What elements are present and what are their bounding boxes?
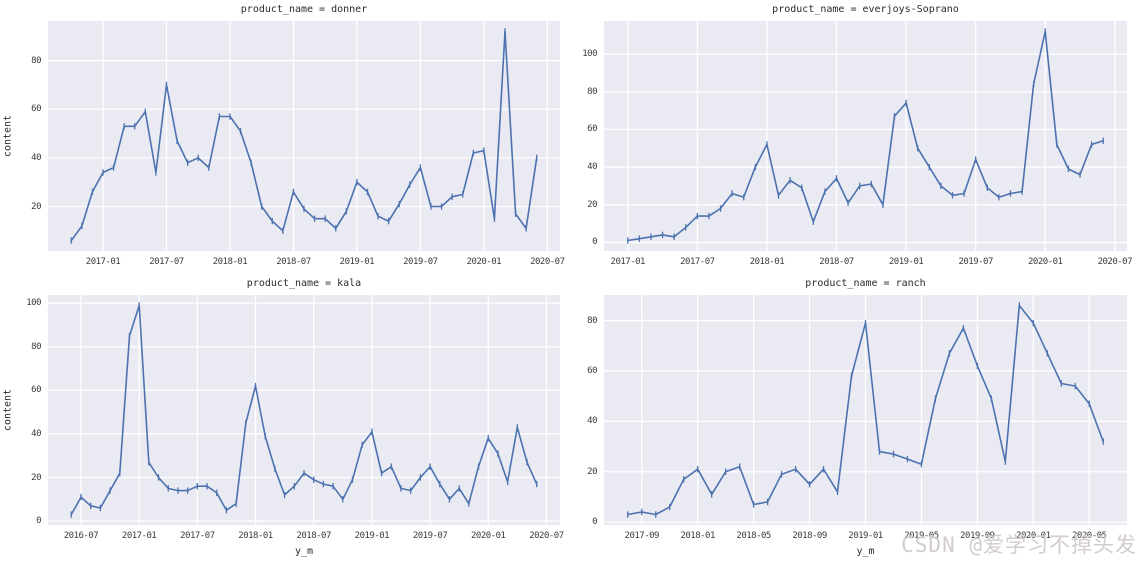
y-tick-label: 60 bbox=[31, 104, 41, 115]
y-tick-label: 80 bbox=[587, 86, 597, 97]
x-tick-label: 2019-07 bbox=[403, 257, 438, 267]
x-tick-label: 2018-01 bbox=[212, 257, 248, 267]
x-tick-label: 2019-07 bbox=[958, 257, 993, 267]
chart-svg-donner bbox=[48, 21, 560, 251]
chart-svg-everjoys-Soprano bbox=[604, 21, 1127, 251]
x-tick-label: 2020-01 bbox=[1016, 531, 1051, 541]
x-tick-label: 2016-07 bbox=[63, 531, 99, 541]
x-tick-label: 2020-01 bbox=[1028, 257, 1063, 267]
data-line-everjoys-Soprano bbox=[626, 30, 1105, 242]
x-tick-label: 2020-07 bbox=[529, 531, 564, 541]
y-axis-label-top: content bbox=[2, 114, 14, 158]
y-tick-label: 100 bbox=[26, 298, 41, 309]
x-tick-label: 2020-05 bbox=[1072, 531, 1107, 541]
y-tick-label: 20 bbox=[31, 201, 41, 212]
x-tick-label: 2019-07 bbox=[412, 531, 448, 541]
y-tick-label: 20 bbox=[587, 466, 597, 477]
x-tick-label: 2019-09 bbox=[960, 531, 995, 541]
x-tick-label: 2017-09 bbox=[624, 531, 660, 541]
plot-area-donner bbox=[48, 21, 560, 251]
x-axis-label-bottom-right: y_m bbox=[856, 546, 875, 557]
subplot-title-kala: product_name = kala bbox=[246, 278, 362, 289]
y-tick-label: 0 bbox=[592, 237, 597, 248]
y-tick-label: 60 bbox=[587, 365, 597, 376]
x-tick-label: 2018-09 bbox=[792, 531, 827, 541]
y-tick-label: 80 bbox=[31, 55, 41, 66]
x-tick-label: 2019-05 bbox=[904, 531, 939, 541]
x-tick-label: 2018-01 bbox=[680, 531, 715, 541]
x-tick-label: 2020-07 bbox=[1097, 257, 1133, 267]
chart-svg-ranch bbox=[604, 295, 1127, 525]
x-tick-label: 2019-01 bbox=[888, 257, 924, 267]
y-tick-label: 0 bbox=[36, 516, 41, 527]
subplot-title-donner: product_name = donner bbox=[240, 4, 368, 15]
y-tick-label: 100 bbox=[582, 49, 597, 60]
x-tick-label: 2018-01 bbox=[749, 257, 785, 267]
x-tick-label: 2018-07 bbox=[296, 531, 331, 541]
x-tick-label: 2017-01 bbox=[85, 257, 121, 267]
y-tick-label: 60 bbox=[587, 124, 597, 135]
x-tick-label: 2019-01 bbox=[339, 257, 375, 267]
x-tick-label: 2017-07 bbox=[149, 257, 184, 267]
y-tick-label: 40 bbox=[587, 162, 597, 173]
x-tick-label: 2017-01 bbox=[121, 531, 157, 541]
plot-area-kala bbox=[48, 295, 560, 525]
x-tick-label: 2019-01 bbox=[354, 531, 390, 541]
x-tick-label: 2018-01 bbox=[238, 531, 273, 541]
y-tick-label: 40 bbox=[587, 416, 597, 427]
y-tick-label: 20 bbox=[587, 199, 597, 210]
x-tick-label: 2019-01 bbox=[848, 531, 883, 541]
watermark: CSDN @爱学习不掉头发 bbox=[901, 533, 1137, 557]
y-tick-label: 60 bbox=[31, 385, 41, 396]
x-tick-label: 2018-07 bbox=[819, 257, 854, 267]
x-tick-label: 2017-01 bbox=[610, 257, 646, 267]
x-tick-label: 2020-01 bbox=[471, 531, 506, 541]
subplot-title-ranch: product_name = ranch bbox=[805, 278, 926, 289]
y-tick-label: 40 bbox=[31, 152, 41, 163]
y-tick-label: 40 bbox=[31, 428, 41, 439]
x-tick-label: 2018-05 bbox=[736, 531, 771, 541]
x-tick-label: 2017-07 bbox=[180, 531, 215, 541]
x-axis-label-bottom-left: y_m bbox=[294, 546, 314, 557]
y-tick-label: 80 bbox=[587, 315, 597, 326]
x-tick-label: 2018-07 bbox=[276, 257, 311, 267]
subplot-title-everjoys-soprano: product_name = everjoys-Soprano bbox=[772, 4, 959, 15]
x-tick-label: 2020-07 bbox=[530, 257, 565, 267]
y-tick-label: 20 bbox=[31, 472, 41, 483]
data-line-kala bbox=[70, 304, 538, 516]
chart-svg-kala bbox=[48, 295, 560, 525]
y-tick-label: 80 bbox=[31, 341, 41, 352]
y-tick-label: 0 bbox=[592, 517, 597, 528]
x-tick-label: 2017-07 bbox=[680, 257, 715, 267]
x-tick-label: 2020-01 bbox=[466, 257, 502, 267]
